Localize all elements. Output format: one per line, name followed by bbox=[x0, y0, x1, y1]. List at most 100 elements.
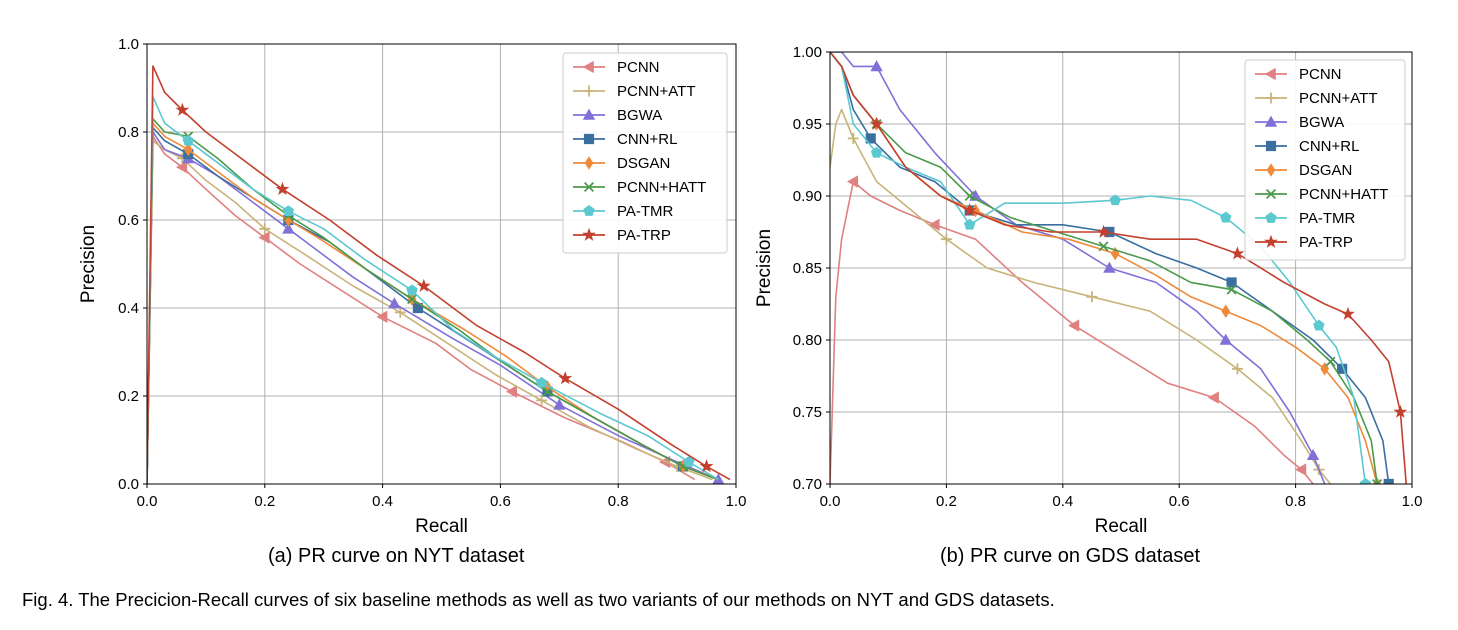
nyt-legend-marker-cnn-rl bbox=[583, 133, 595, 145]
nyt-legend-marker-pcnn-att bbox=[583, 85, 595, 97]
gds-line-pa-trp bbox=[830, 52, 1407, 484]
nyt-legend-label-pcnn-att: PCNN+ATT bbox=[617, 83, 695, 100]
gds-xtick-label: 0.4 bbox=[1052, 493, 1073, 510]
gds-point-cnn-rl bbox=[1383, 478, 1394, 484]
gds-point-pcnn bbox=[1295, 463, 1307, 476]
gds-legend-marker-pa-tmr bbox=[1265, 212, 1277, 223]
gds-point-bgwa bbox=[1306, 448, 1320, 460]
nyt-legend-label-pa-trp: PA-TRP bbox=[617, 227, 671, 244]
nyt-ytick-label: 0.0 bbox=[118, 476, 139, 493]
nyt-legend-marker-pcnn bbox=[582, 60, 594, 74]
gds-legend-marker-bgwa bbox=[1264, 115, 1278, 127]
nyt-point-pa-trp bbox=[699, 459, 714, 473]
gds-xtick-label: 1.0 bbox=[1402, 493, 1423, 510]
gds-xtick-label: 0.2 bbox=[936, 493, 957, 510]
gds-point-pcnn bbox=[1207, 391, 1219, 404]
gds-point-pa-tmr bbox=[963, 218, 976, 230]
gds-point-pa-trp bbox=[1393, 404, 1408, 418]
gds-point-cnn-rl bbox=[1226, 277, 1237, 288]
nyt-plot-frame bbox=[146, 43, 737, 485]
nyt-point-pa-tmr bbox=[406, 284, 418, 296]
gds-point-pa-tmr bbox=[1109, 194, 1121, 206]
nyt-point-pcnn bbox=[376, 310, 388, 323]
nyt-point-pa-tmr bbox=[282, 205, 295, 217]
nyt-point-pa-tmr bbox=[182, 134, 194, 146]
nyt-point-pa-trp bbox=[558, 371, 573, 385]
gds-legend-label-pcnn-att: PCNN+ATT bbox=[1299, 90, 1377, 107]
nyt-legend-marker-dsgan bbox=[584, 156, 594, 170]
nyt-point-pcnn bbox=[258, 231, 270, 244]
gds-point-pcnn-att bbox=[847, 132, 859, 144]
gds-point-pa-trp bbox=[1341, 306, 1355, 320]
gds-point-pcnn-hatt bbox=[964, 190, 975, 202]
nyt-point-pa-trp bbox=[275, 181, 290, 196]
nyt-point-bgwa bbox=[553, 398, 566, 410]
gds-point-pa-tmr bbox=[870, 146, 883, 158]
nyt-point-pcnn-att bbox=[259, 223, 271, 235]
gds-point-pa-trp bbox=[962, 203, 977, 217]
gds-xtick-label: 0.0 bbox=[820, 493, 841, 510]
nyt-legend-marker-pa-trp bbox=[582, 227, 596, 241]
nyt-legend-label-cnn-rl: CNN+RL bbox=[617, 131, 677, 148]
gds-point-pcnn bbox=[846, 175, 859, 188]
nyt-point-pa-trp bbox=[416, 278, 431, 292]
nyt-ytick-label: 0.2 bbox=[118, 388, 139, 405]
nyt-legend-label-pcnn-hatt: PCNN+HATT bbox=[617, 179, 706, 196]
nyt-xtick-label: 0.4 bbox=[372, 493, 393, 510]
gds-legend-label-pcnn: PCNN bbox=[1299, 66, 1342, 83]
gds-line-pcnn-att bbox=[830, 108, 1332, 484]
nyt-xtick-label: 0.6 bbox=[490, 493, 511, 510]
nyt-legend-label-dsgan: DSGAN bbox=[617, 155, 670, 172]
nyt-legend-marker-pa-tmr bbox=[583, 205, 595, 216]
gds-legend-marker-cnn-rl bbox=[1265, 140, 1277, 152]
nyt-point-pa-tmr bbox=[683, 456, 695, 467]
gds-point-pa-tmr bbox=[1220, 211, 1232, 223]
nyt-point-pcnn-hatt bbox=[542, 386, 553, 397]
gds-point-bgwa bbox=[1219, 333, 1232, 345]
nyt-line-pa-trp bbox=[147, 65, 731, 484]
gds-point-pa-tmr bbox=[1313, 319, 1325, 331]
nyt-point-bgwa bbox=[388, 297, 401, 309]
gds-legend-marker-pcnn bbox=[1264, 67, 1276, 81]
subtitle-nyt: (a) PR curve on NYT dataset bbox=[268, 545, 525, 567]
gds-ytick-label: 0.85 bbox=[793, 260, 822, 277]
gds-ytick-label: 0.90 bbox=[793, 188, 822, 205]
gds-xtick-label: 0.8 bbox=[1285, 493, 1306, 510]
gds-legend-box bbox=[1244, 59, 1406, 261]
subtitle-gds: (b) PR curve on GDS dataset bbox=[940, 545, 1201, 567]
nyt-xtick-label: 1.0 bbox=[726, 493, 747, 510]
gds-ytick-label: 0.75 bbox=[793, 404, 822, 421]
nyt-xtick-label: 0.8 bbox=[608, 493, 629, 510]
gds-point-pa-trp bbox=[869, 116, 884, 130]
nyt-yaxis-label: Precision bbox=[78, 225, 99, 303]
nyt-series-group bbox=[147, 65, 731, 484]
gds-xtick-label: 0.6 bbox=[1169, 493, 1190, 510]
gds-point-pcnn-att bbox=[1231, 363, 1243, 375]
nyt-xtick-label: 0.2 bbox=[254, 493, 275, 510]
nyt-line-pcnn-att bbox=[147, 140, 713, 484]
gds-legend-marker-dsgan bbox=[1266, 163, 1276, 177]
gds-point-bgwa bbox=[1103, 261, 1116, 273]
nyt-point-dsgan bbox=[183, 142, 193, 157]
gds-pr-chart: 0.0 0.2 0.4 0.6 0.8 1.0 0.70 0.75 0.80 0.85 0.90 0.… bbox=[754, 44, 1422, 537]
gds-point-pcnn bbox=[928, 218, 940, 231]
gds-ytick-label: 0.95 bbox=[793, 116, 822, 133]
gds-point-pcnn-hatt bbox=[1098, 241, 1109, 252]
gds-legend-label-pcnn-hatt: PCNN+HATT bbox=[1299, 186, 1388, 203]
nyt-line-pcnn bbox=[147, 135, 696, 484]
gds-ytick-label: 0.80 bbox=[793, 332, 822, 349]
gds-line-bgwa bbox=[830, 52, 1326, 484]
nyt-ytick-label: 0.6 bbox=[118, 212, 139, 229]
gds-point-pa-trp bbox=[1096, 224, 1111, 238]
gds-xaxis-label: Recall bbox=[1095, 516, 1148, 537]
nyt-pr-chart: 0.0 0.2 0.4 0.6 0.8 1.0 0.0 0.2 0.4 0.6 0.8 1.0 Reca… bbox=[78, 36, 746, 537]
nyt-xaxis-label: Recall bbox=[415, 516, 468, 537]
nyt-point-pa-trp bbox=[175, 102, 190, 116]
nyt-ytick-label: 0.4 bbox=[118, 300, 139, 317]
gds-point-dsgan bbox=[1221, 304, 1231, 318]
nyt-legend-box bbox=[562, 52, 728, 254]
gds-legend-marker-pcnn-att bbox=[1265, 92, 1277, 104]
nyt-legend-label-bgwa: BGWA bbox=[617, 107, 662, 124]
gds-ytick-label: 0.70 bbox=[793, 476, 822, 493]
